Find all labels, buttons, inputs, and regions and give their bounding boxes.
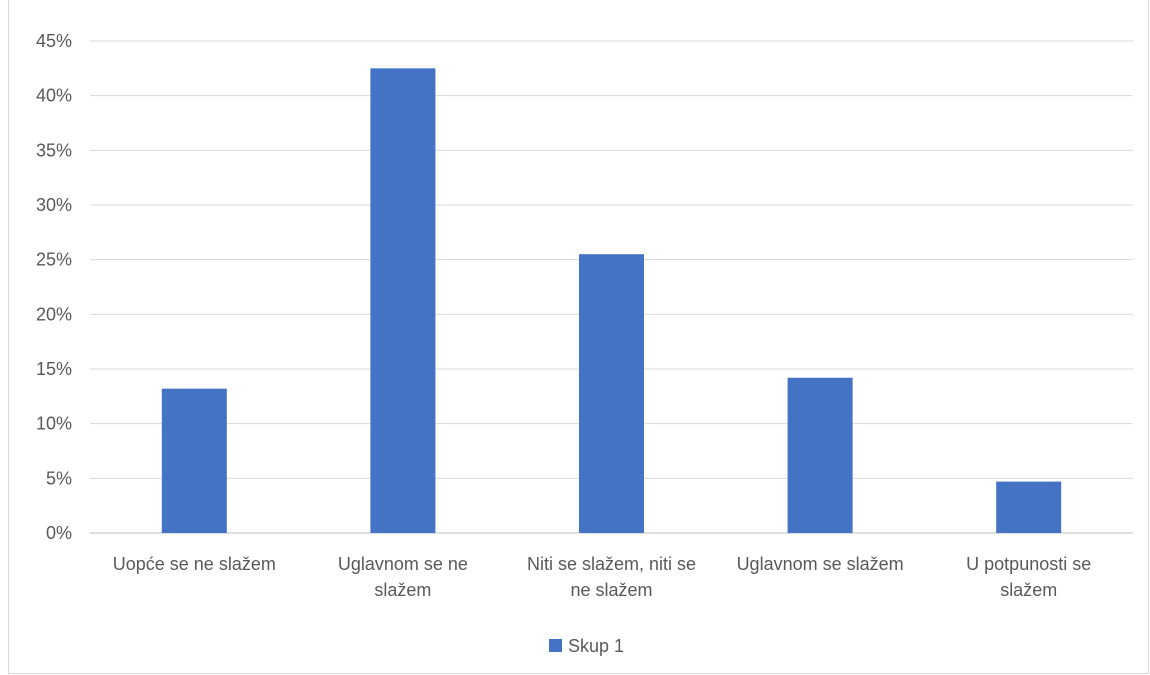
bar-3 bbox=[579, 254, 644, 533]
bar-2 bbox=[370, 68, 436, 533]
y-tick-label: 25% bbox=[36, 250, 72, 270]
y-tick-label: 0% bbox=[46, 523, 72, 543]
bar-1 bbox=[161, 388, 227, 533]
y-tick-label: 15% bbox=[36, 359, 72, 379]
bar-5 bbox=[996, 481, 1062, 533]
y-tick-label: 5% bbox=[46, 468, 72, 488]
x-category-label: Uopće se ne slažem bbox=[113, 554, 276, 574]
y-tick-label: 10% bbox=[36, 414, 72, 434]
legend-label-skup-1: Skup 1 bbox=[568, 636, 624, 656]
y-tick-label: 40% bbox=[36, 86, 72, 106]
y-tick-label: 20% bbox=[36, 304, 72, 324]
chart-frame bbox=[8, 0, 1149, 674]
legend-swatch-skup-1 bbox=[549, 639, 562, 652]
x-category-label: U potpunosti se slažem bbox=[966, 554, 1091, 600]
x-category-label: Uglavnom se slažem bbox=[737, 554, 904, 574]
y-axis-ticks: 0% 5% 10% 15% 20% 25% 30% 35% 40% 45% bbox=[36, 31, 72, 543]
y-tick-label: 35% bbox=[36, 140, 72, 160]
y-tick-label: 45% bbox=[36, 31, 72, 51]
y-tick-label: 30% bbox=[36, 195, 72, 215]
bars bbox=[161, 68, 1062, 533]
bar-4 bbox=[787, 377, 853, 533]
x-axis-categories: Uopće se ne slažem Uglavnom se ne slažem Ni… bbox=[113, 554, 1091, 600]
x-category-label: Uglavnom se ne slažem bbox=[338, 554, 468, 600]
x-category-label: Niti se slažem, niti se ne slažem bbox=[527, 554, 696, 600]
legend: Skup 1 bbox=[549, 636, 624, 656]
